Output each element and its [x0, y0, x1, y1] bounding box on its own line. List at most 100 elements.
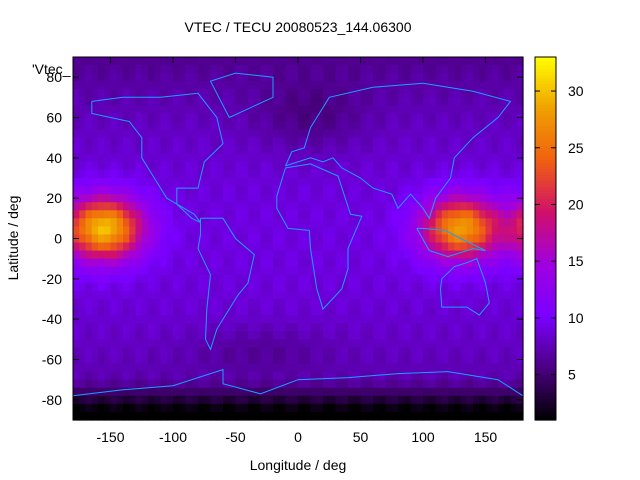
heatmap-cell — [316, 105, 324, 115]
heatmap-cell — [498, 105, 505, 115]
heatmap-cell — [285, 315, 293, 324]
heatmap-cell — [510, 186, 518, 195]
heatmap-cell — [141, 290, 149, 300]
heatmap-cell — [248, 315, 255, 324]
heatmap-cell — [454, 178, 462, 187]
heatmap-cell — [223, 363, 230, 373]
heatmap-cell — [329, 161, 337, 171]
colorbar-band — [535, 84, 556, 88]
heatmap-cell — [223, 145, 230, 155]
heatmap-cell — [154, 57, 162, 66]
heatmap-cell — [304, 290, 312, 300]
heatmap-cell — [404, 387, 412, 397]
heatmap-cell — [304, 178, 312, 187]
heatmap-cell — [510, 363, 518, 373]
heatmap-cell — [504, 121, 512, 131]
heatmap-cell — [348, 339, 355, 348]
heatmap-cell — [335, 202, 343, 211]
heatmap-cell — [223, 355, 230, 365]
heatmap-cell — [85, 113, 93, 123]
heatmap-cell — [266, 218, 274, 227]
heatmap-cell — [91, 194, 99, 203]
heatmap-cell — [373, 242, 380, 252]
heatmap-cell — [441, 202, 449, 211]
colorbar-band — [535, 374, 556, 379]
heatmap-cell — [491, 218, 499, 227]
heatmap-cell — [235, 169, 243, 179]
heatmap-cell — [285, 89, 293, 98]
heatmap-cell — [360, 113, 368, 123]
heatmap-cell — [148, 57, 155, 66]
heatmap-cell — [460, 411, 468, 421]
heatmap-cell — [323, 57, 330, 66]
heatmap-cell — [498, 347, 505, 357]
heatmap-cell — [398, 129, 405, 139]
heatmap-cell — [223, 169, 230, 179]
heatmap-cell — [348, 395, 355, 405]
heatmap-cell — [298, 242, 305, 252]
heatmap-cell — [335, 218, 343, 227]
heatmap-cell — [179, 379, 187, 389]
heatmap-cell — [460, 371, 468, 381]
heatmap-cell — [185, 387, 193, 397]
heatmap-cell — [379, 258, 387, 268]
heatmap-cell — [166, 97, 174, 106]
heatmap-cell — [79, 113, 87, 123]
heatmap-cell — [185, 210, 193, 219]
heatmap-cell — [491, 169, 499, 179]
heatmap-cell — [310, 153, 318, 163]
heatmap-cell — [166, 57, 174, 66]
heatmap-cell — [454, 395, 462, 405]
heatmap-cell — [104, 137, 112, 147]
heatmap-cell — [291, 194, 299, 203]
heatmap-cell — [185, 339, 193, 348]
heatmap-cell — [466, 411, 474, 421]
heatmap-cell — [260, 105, 268, 115]
heatmap-cell — [479, 202, 487, 211]
heatmap-cell — [398, 266, 405, 276]
heatmap-cell — [335, 395, 343, 405]
heatmap-cell — [460, 363, 468, 373]
heatmap-cell — [466, 242, 474, 252]
heatmap-cell — [129, 161, 137, 171]
heatmap-cell — [510, 315, 518, 324]
heatmap-cell — [154, 299, 162, 308]
heatmap-cell — [373, 363, 380, 373]
heatmap-cell — [210, 73, 218, 82]
heatmap-cell — [479, 169, 487, 179]
heatmap-cell — [279, 258, 287, 268]
heatmap-cell — [385, 89, 393, 98]
heatmap-cell — [510, 307, 518, 316]
heatmap-cell — [73, 331, 80, 340]
heatmap-cell — [429, 194, 437, 203]
heatmap-cell — [98, 371, 105, 381]
heatmap-cell — [416, 379, 424, 389]
heatmap-cell — [323, 202, 330, 211]
heatmap-cell — [223, 379, 230, 389]
heatmap-cell — [335, 258, 343, 268]
heatmap-cell — [304, 97, 312, 106]
colorbar-band — [535, 171, 556, 176]
heatmap-cell — [166, 347, 174, 357]
colorbar-band — [535, 90, 556, 94]
heatmap-cell — [229, 129, 237, 139]
heatmap-cell — [248, 379, 255, 389]
heatmap-cell — [516, 57, 524, 66]
heatmap-cell — [429, 89, 437, 98]
heatmap-cell — [335, 73, 343, 82]
heatmap-cell — [185, 411, 193, 421]
heatmap-cell — [416, 339, 424, 348]
heatmap-cell — [310, 347, 318, 357]
heatmap-cell — [404, 403, 412, 413]
heatmap-cell — [473, 339, 480, 348]
heatmap-cell — [98, 153, 105, 163]
heatmap-cell — [398, 323, 405, 332]
heatmap-cell — [266, 355, 274, 365]
heatmap-cell — [479, 194, 487, 203]
heatmap-cell — [298, 210, 305, 219]
heatmap-cell — [241, 258, 249, 268]
heatmap-cell — [504, 178, 512, 187]
heatmap-cell — [448, 250, 455, 260]
heatmap-cell — [91, 250, 99, 260]
heatmap-cell — [123, 113, 130, 123]
